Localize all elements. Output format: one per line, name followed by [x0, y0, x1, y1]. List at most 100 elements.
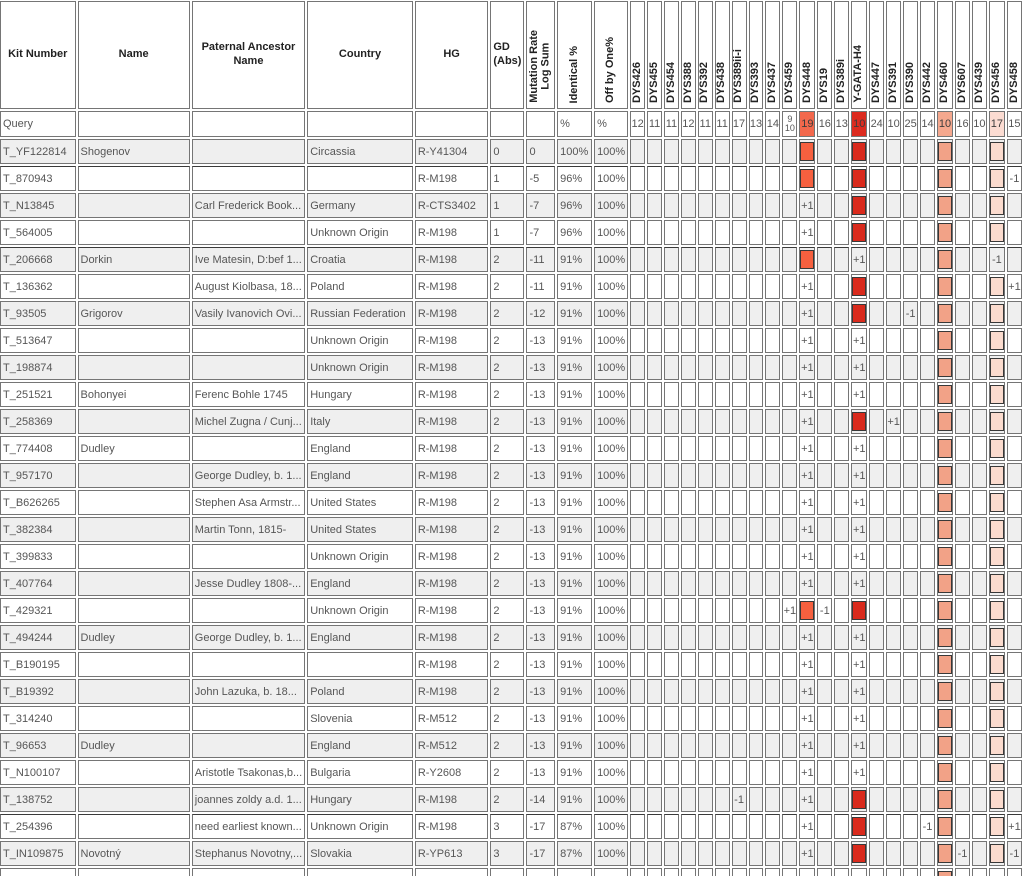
- marker-cell-DYS390: [903, 247, 919, 272]
- cell-identical: 91%: [557, 571, 593, 596]
- marker-cell-DYS455: [647, 841, 663, 866]
- marker-cell-DYS447: [869, 598, 885, 623]
- column-header-label: Off by One%: [604, 36, 617, 103]
- cell-off: 100%: [594, 598, 629, 623]
- marker-cell-Y-GATA-H4: +1: [851, 733, 868, 758]
- marker-cell-DYS458: [1006, 868, 1022, 876]
- marker-box: [989, 358, 1004, 377]
- marker-cell-DYS391: [886, 733, 902, 758]
- marker-cell-DYS388: [680, 409, 696, 434]
- marker-cell-DYS392: [697, 220, 713, 245]
- marker-cell-DYS447: [869, 733, 885, 758]
- marker-cell-DYS393: [748, 382, 764, 407]
- marker-cell-DYS388: [680, 760, 696, 785]
- marker-cell-DYS389ii-i: [731, 517, 747, 542]
- cell-name: Schultz: [77, 868, 190, 876]
- marker-cell-DYS392: [697, 301, 713, 326]
- cell-mut: -7: [526, 193, 556, 218]
- marker-cell-DYS447: [869, 274, 885, 299]
- marker-cell-Y-GATA-H4: [851, 166, 868, 191]
- marker-cell-DYS447: [869, 463, 885, 488]
- marker-cell-DYS388: [680, 382, 696, 407]
- marker-cell-DYS438: [714, 301, 730, 326]
- marker-cell-DYS438: [714, 544, 730, 569]
- marker-cell-DYS438: [714, 598, 730, 623]
- marker-cell-DYS460: [936, 814, 953, 839]
- cell-identical: 91%: [557, 544, 593, 569]
- cell-mut: -13: [526, 328, 556, 353]
- marker-cell-DYS391: [886, 868, 902, 876]
- marker-cell-DYS390: [903, 355, 919, 380]
- marker-cell-DYS442: [920, 355, 935, 380]
- marker-cell-DYS393: [748, 193, 764, 218]
- marker-cell-DYS460: [936, 436, 953, 461]
- marker-cell-DYS389i: [834, 787, 850, 812]
- marker-box: [937, 196, 952, 215]
- marker-cell-DYS459: [782, 652, 798, 677]
- marker-cell-DYS456: [988, 463, 1005, 488]
- cell-mut: -13: [526, 760, 556, 785]
- cell-mut: -13: [526, 652, 556, 677]
- marker-cell-DYS454: [664, 868, 679, 876]
- marker-box: [989, 709, 1004, 728]
- cell-gd: 2: [490, 706, 525, 731]
- marker-cell-DYS454: [664, 598, 679, 623]
- marker-cell-DYS455: [647, 301, 663, 326]
- marker-cell-DYS426: [630, 679, 646, 704]
- marker-cell-DYS391: [886, 625, 902, 650]
- marker-cell-DYS442: -1: [920, 814, 935, 839]
- query-marker-value-DYS426: 12: [630, 111, 646, 137]
- marker-box: [852, 142, 867, 161]
- marker-cell-DYS437: [765, 544, 781, 569]
- marker-cell-DYS19: [817, 652, 833, 677]
- marker-cell-DYS456: [988, 409, 1005, 434]
- marker-cell-DYS438: [714, 787, 730, 812]
- marker-cell-DYS458: [1006, 517, 1022, 542]
- marker-cell-DYS442: [920, 436, 935, 461]
- marker-cell-DYS459: [782, 328, 798, 353]
- marker-cell-DYS388: [680, 463, 696, 488]
- marker-cell-DYS393: [748, 679, 764, 704]
- cell-identical: 91%: [557, 787, 593, 812]
- marker-cell-DYS19: [817, 814, 833, 839]
- marker-cell-DYS390: [903, 841, 919, 866]
- cell-kit: T_136362: [0, 274, 76, 299]
- marker-cell-DYS442: [920, 598, 935, 623]
- cell-paternal: John Lazuka, b. 18...: [191, 679, 306, 704]
- marker-cell-DYS455: [647, 166, 663, 191]
- marker-box: [937, 763, 952, 782]
- table-row: T_B19392 John Lazuka, b. 18... Poland R-M19…: [0, 679, 1022, 704]
- marker-cell-DYS438: [714, 193, 730, 218]
- marker-cell-DYS389i: [834, 868, 850, 876]
- marker-cell-DYS389i: [834, 760, 850, 785]
- marker-box: [989, 655, 1004, 674]
- marker-cell-DYS388: [680, 814, 696, 839]
- marker-cell-DYS426: [630, 760, 646, 785]
- cell-country: Croatia: [307, 247, 413, 272]
- marker-cell-DYS455: [647, 382, 663, 407]
- cell-gd: 0: [490, 139, 525, 164]
- marker-header-label: DYS607: [955, 62, 968, 103]
- marker-cell-DYS389i: [834, 274, 850, 299]
- cell-mut: -13: [526, 598, 556, 623]
- marker-header-label: DYS392: [698, 62, 711, 103]
- marker-cell-Y-GATA-H4: [851, 787, 868, 812]
- marker-cell-DYS458: [1006, 139, 1022, 164]
- marker-header-label: DYS439: [972, 62, 985, 103]
- marker-cell-DYS460: [936, 490, 953, 515]
- marker-header-label: DYS391: [886, 62, 899, 103]
- cell-kit: T_138752: [0, 787, 76, 812]
- cell-paternal: Julius Wilhelm Eug...: [191, 868, 306, 876]
- marker-cell-DYS456: [988, 814, 1005, 839]
- cell-name: Novotný: [77, 841, 190, 866]
- marker-cell-DYS607: [954, 571, 970, 596]
- marker-cell-DYS393: [748, 571, 764, 596]
- cell-name: [77, 517, 190, 542]
- marker-cell-DYS442: [920, 274, 935, 299]
- marker-cell-DYS391: [886, 436, 902, 461]
- query-marker-value-DYS389ii-i: 17: [731, 111, 747, 137]
- cell-paternal: [191, 652, 306, 677]
- cell-name: [77, 760, 190, 785]
- cell-country: Poland: [307, 274, 413, 299]
